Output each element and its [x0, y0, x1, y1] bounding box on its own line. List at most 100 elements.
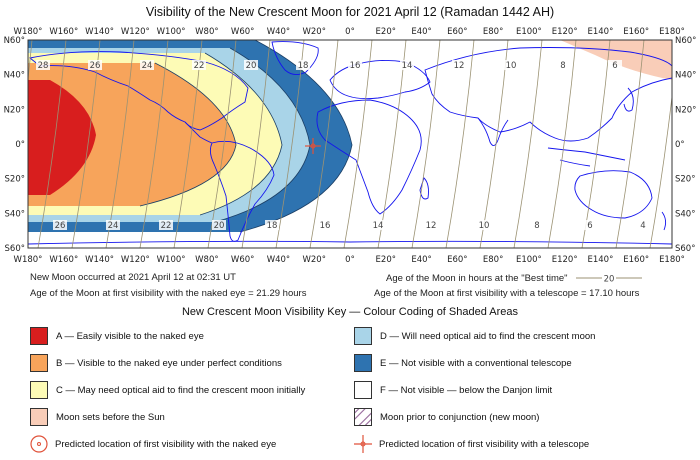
swatch-a [30, 327, 48, 345]
key-label-b: B — Visible to the naked eye under perfe… [56, 357, 282, 369]
zone-a-easily-visible [28, 80, 96, 195]
longitude-label: E140° [588, 255, 614, 265]
key-item-a: A — Easily visible to the naked eye [30, 327, 204, 345]
best-time-sample-label: 20 [603, 275, 614, 285]
longitude-label: W160° [49, 27, 78, 37]
best-time-curve [343, 40, 373, 248]
latitude-label: 0° [675, 140, 685, 150]
curve-label: 18 [298, 61, 309, 71]
longitude-label: E160° [623, 255, 649, 265]
curve-label-bg [504, 60, 518, 70]
swatch-b [30, 354, 48, 372]
latitude-label: S60° [675, 244, 695, 254]
best-time-curve [513, 40, 543, 248]
curve-label-bg [53, 220, 67, 230]
best-time-curve [445, 40, 475, 248]
curve-label: 12 [426, 221, 437, 231]
curve-label-bg [636, 220, 650, 230]
curve-labels-top: 28 26 24 22 20 18 16 14 12 10 8 6 [36, 60, 622, 71]
coast-indonesia [547, 147, 626, 167]
best-time-curve [411, 40, 441, 248]
latitude-labels-right: N60° N40° N20° 0° S20° S40° S60° [675, 36, 696, 254]
curve-label: 28 [38, 61, 49, 71]
coast-antarctica [28, 240, 672, 245]
coast-greenland [271, 41, 319, 75]
curve-label-bg [583, 220, 597, 230]
key-item-moon-sets: Moon sets before the Sun [30, 408, 165, 426]
latitude-label: S40° [675, 209, 695, 219]
best-time-legend-line-icon: 20 [575, 273, 642, 285]
curve-label-bg [371, 220, 385, 230]
curve-label-bg [477, 220, 491, 230]
latitude-label: N40° [4, 71, 25, 81]
curve-label: 10 [506, 61, 517, 71]
latitude-label: N60° [4, 36, 25, 46]
key-item-b: B — Visible to the naked eye under perfe… [30, 354, 282, 372]
coast-asia [424, 47, 672, 142]
coastlines [28, 41, 672, 245]
longitude-label: W80° [195, 255, 218, 265]
longitude-label: E80° [483, 27, 503, 37]
curve-label: 20 [214, 221, 225, 231]
latitude-label: S40° [5, 209, 25, 219]
longitude-label: E120° [552, 255, 578, 265]
curve-label: 10 [479, 221, 490, 231]
longitude-label: W180° [14, 27, 43, 37]
curve-label: 24 [108, 221, 119, 231]
coast-north-america [28, 51, 249, 131]
latitude-labels-left: N60° N40° N20° 0° S20° S40° S60° [4, 36, 25, 254]
curve-label: 6 [587, 221, 592, 231]
zone-outline [139, 62, 237, 207]
key-title: New Crescent Moon Visibility Key — Colou… [181, 306, 519, 318]
latitude-label: N20° [675, 105, 696, 115]
best-time-legend-label: Age of the Moon in hours at the "Best ti… [386, 272, 568, 284]
best-time-legend: Age of the Moon in hours at the "Best ti… [386, 272, 644, 284]
zone-outline [199, 52, 283, 216]
curve-label-bg [318, 220, 332, 230]
curve-label: 26 [90, 61, 101, 71]
telescope-location-icon [354, 435, 372, 453]
coast-india [477, 117, 509, 146]
curve-label: 22 [161, 221, 172, 231]
best-time-curve [37, 40, 67, 248]
curve-label-bg [244, 60, 258, 70]
curve-label: 12 [454, 61, 465, 71]
key-label-telescope-location: Predicted location of first visibility w… [379, 438, 590, 450]
curve-label: 6 [612, 61, 617, 71]
key-label-a: A — Easily visible to the naked eye [56, 330, 204, 342]
curve-labels-bottom: 26 24 22 20 18 16 14 12 10 8 6 4 [53, 220, 650, 231]
longitude-label: W20° [302, 27, 325, 37]
coast-south-america [209, 140, 275, 242]
swatch-moon-sets [30, 408, 48, 426]
curve-label: 24 [142, 61, 153, 71]
latitude-label: S20° [5, 175, 25, 185]
longitude-label: E160° [623, 27, 649, 37]
key-item-e: E — Not visible with a conventional tele… [354, 354, 572, 372]
longitude-label: W140° [85, 27, 114, 37]
longitude-label: W140° [85, 255, 114, 265]
best-time-curve [615, 40, 645, 248]
coast-australia [574, 170, 653, 219]
longitude-label: E60° [447, 27, 467, 37]
curve-label-bg [530, 220, 544, 230]
new-moon-info: New Moon occurred at 2021 April 12 at 02… [30, 272, 236, 283]
longitude-label: E40° [411, 27, 431, 37]
curve-label-bg [88, 60, 102, 70]
key-label-conjunction: Moon prior to conjunction (new moon) [380, 411, 540, 423]
curve-label-bg [106, 220, 120, 230]
world-map: W180° W160° W140° W120° W100° W80° W60° W40° W20… [4, 27, 697, 265]
latitude-label: N20° [4, 105, 25, 115]
curve-label-bg [296, 60, 310, 70]
longitude-label: W180° [14, 255, 43, 265]
key-item-telescope-location: Predicted location of first visibility w… [353, 434, 589, 454]
key-item-f: F — Not visible — below the Danjon limit [354, 381, 552, 399]
best-time-curve [139, 40, 169, 248]
longitude-labels-top: W180° W160° W140° W120° W100° W80° W60° W40° W20… [14, 27, 685, 37]
longitude-label: E180° [659, 255, 685, 265]
best-time-curve [309, 40, 339, 248]
curve-label: 4 [640, 221, 645, 231]
naked-eye-age-info: Age of the Moon at first visibility with… [30, 288, 307, 299]
curve-label-bg [400, 60, 414, 70]
longitude-label: W120° [121, 255, 150, 265]
key-label-moon-sets: Moon sets before the Sun [56, 411, 165, 423]
